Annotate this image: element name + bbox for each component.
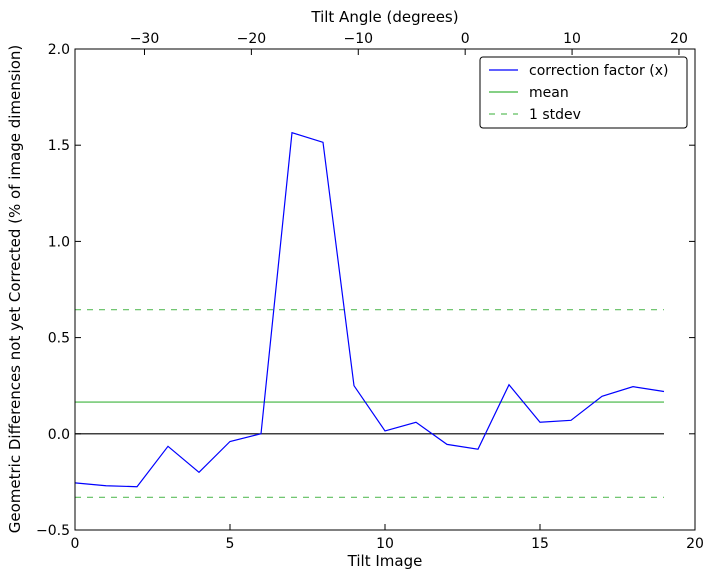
x-tick-label: 15 (531, 536, 549, 552)
legend-box (479, 56, 688, 129)
top-x-tick-label: −20 (237, 31, 267, 47)
x-axis-title: Tilt Image (347, 552, 423, 570)
legend-label-mean: mean (529, 85, 569, 101)
y-tick-label: 0.5 (48, 331, 70, 347)
legend-label-stdev: 1 stdev (529, 107, 581, 123)
y-tick-label: −0.5 (36, 523, 70, 539)
axis-ticks (74, 48, 696, 531)
top-x-tick-label: 20 (670, 31, 688, 47)
x-tick-label: 0 (71, 536, 80, 552)
series-line-correction-factor-x (74, 131, 665, 488)
axis-tick-labels: 0 5 10 15 20 −0.5 0.0 0.5 1.0 1.5 2.0 −30 −20 −10 0 10 2… (36, 31, 704, 552)
x-tick-label: 10 (376, 536, 394, 552)
y-tick-label: 0.0 (48, 427, 70, 443)
y-tick-label: 1.0 (48, 234, 70, 250)
top-x-axis-title: Tilt Angle (degrees) (310, 8, 458, 26)
legend: correction factor (x) mean 1 stdev (479, 56, 688, 129)
y-tick-label: 1.5 (48, 138, 70, 154)
plot-lines (74, 131, 665, 498)
y-tick-label: 2.0 (48, 42, 70, 58)
x-tick-label: 5 (226, 536, 235, 552)
top-x-tick-label: −30 (130, 31, 160, 47)
y-axis-title: Geometric Differences not yet Corrected … (6, 45, 24, 534)
legend-label-correction-factor: correction factor (x) (529, 63, 668, 79)
top-x-tick-label: 10 (563, 31, 581, 47)
top-x-tick-label: −10 (344, 31, 374, 47)
top-x-tick-label: 0 (461, 31, 470, 47)
x-tick-label: 20 (686, 536, 704, 552)
